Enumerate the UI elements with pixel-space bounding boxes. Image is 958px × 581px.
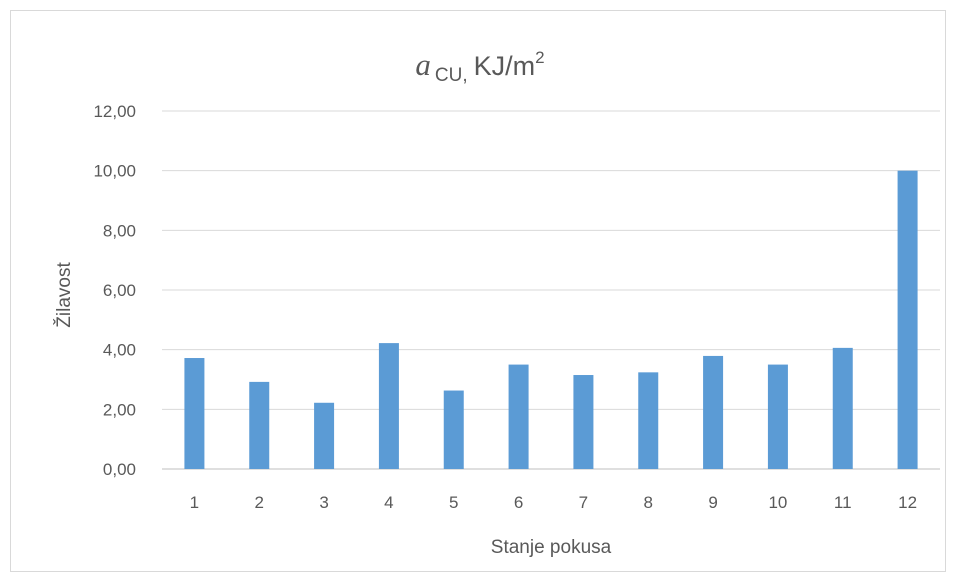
bar-11: [832, 347, 853, 469]
x-tick-label: 5: [449, 493, 458, 512]
title-unit: KJ/m: [474, 51, 536, 81]
x-tick-label: 12: [898, 493, 917, 512]
y-tick-label: 8,00: [103, 221, 136, 240]
x-tick-label: 9: [708, 493, 717, 512]
x-tick-label: 3: [319, 493, 328, 512]
x-tick-label: 2: [255, 493, 264, 512]
title-symbol: a: [415, 47, 431, 82]
bar-6: [508, 364, 529, 469]
x-tick-label: 8: [644, 493, 653, 512]
x-tick-label: 7: [579, 493, 588, 512]
x-tick-label: 6: [514, 493, 523, 512]
y-axis-ticks: 0,00 2,00 4,00 6,00 8,00 10,00 12,00: [93, 102, 136, 479]
y-tick-label: 0,00: [103, 460, 136, 479]
y-tick-label: 10,00: [93, 162, 136, 181]
y-tick-label: 12,00: [93, 102, 136, 121]
x-tick-label: 1: [190, 493, 199, 512]
x-axis-label: Stanje pokusa: [491, 537, 612, 558]
bar-10: [767, 364, 788, 469]
x-tick-label: 11: [834, 493, 852, 512]
y-tick-label: 2,00: [103, 400, 136, 419]
gridlines: [162, 110, 940, 470]
y-tick-label: 4,00: [103, 341, 136, 360]
bar-1: [184, 358, 205, 469]
y-axis-label: Žilavost: [53, 262, 75, 328]
x-axis-ticks: 1 2 3 4 5 6 7 8 9 10 11 12: [190, 493, 917, 512]
title-subscript: CU,: [435, 65, 468, 86]
title-superscript: 2: [535, 48, 544, 67]
y-tick-label: 6,00: [103, 281, 136, 300]
svg-text:aCU,KJ/m2: a CU, KJ/m2: [415, 47, 544, 86]
bar-5: [443, 390, 464, 469]
bar-4: [378, 343, 399, 469]
bar-9: [703, 355, 724, 469]
x-tick-label: 10: [768, 493, 787, 512]
bar-2: [249, 381, 270, 469]
x-tick-label: 4: [384, 493, 393, 512]
bar-12: [897, 170, 918, 469]
bar-7: [573, 375, 594, 469]
bars: [184, 170, 918, 469]
bar-3: [314, 402, 335, 469]
bar-8: [638, 372, 659, 469]
chart-title: a CU, KJ/m2: [415, 47, 544, 86]
chart-frame: [10, 10, 946, 572]
